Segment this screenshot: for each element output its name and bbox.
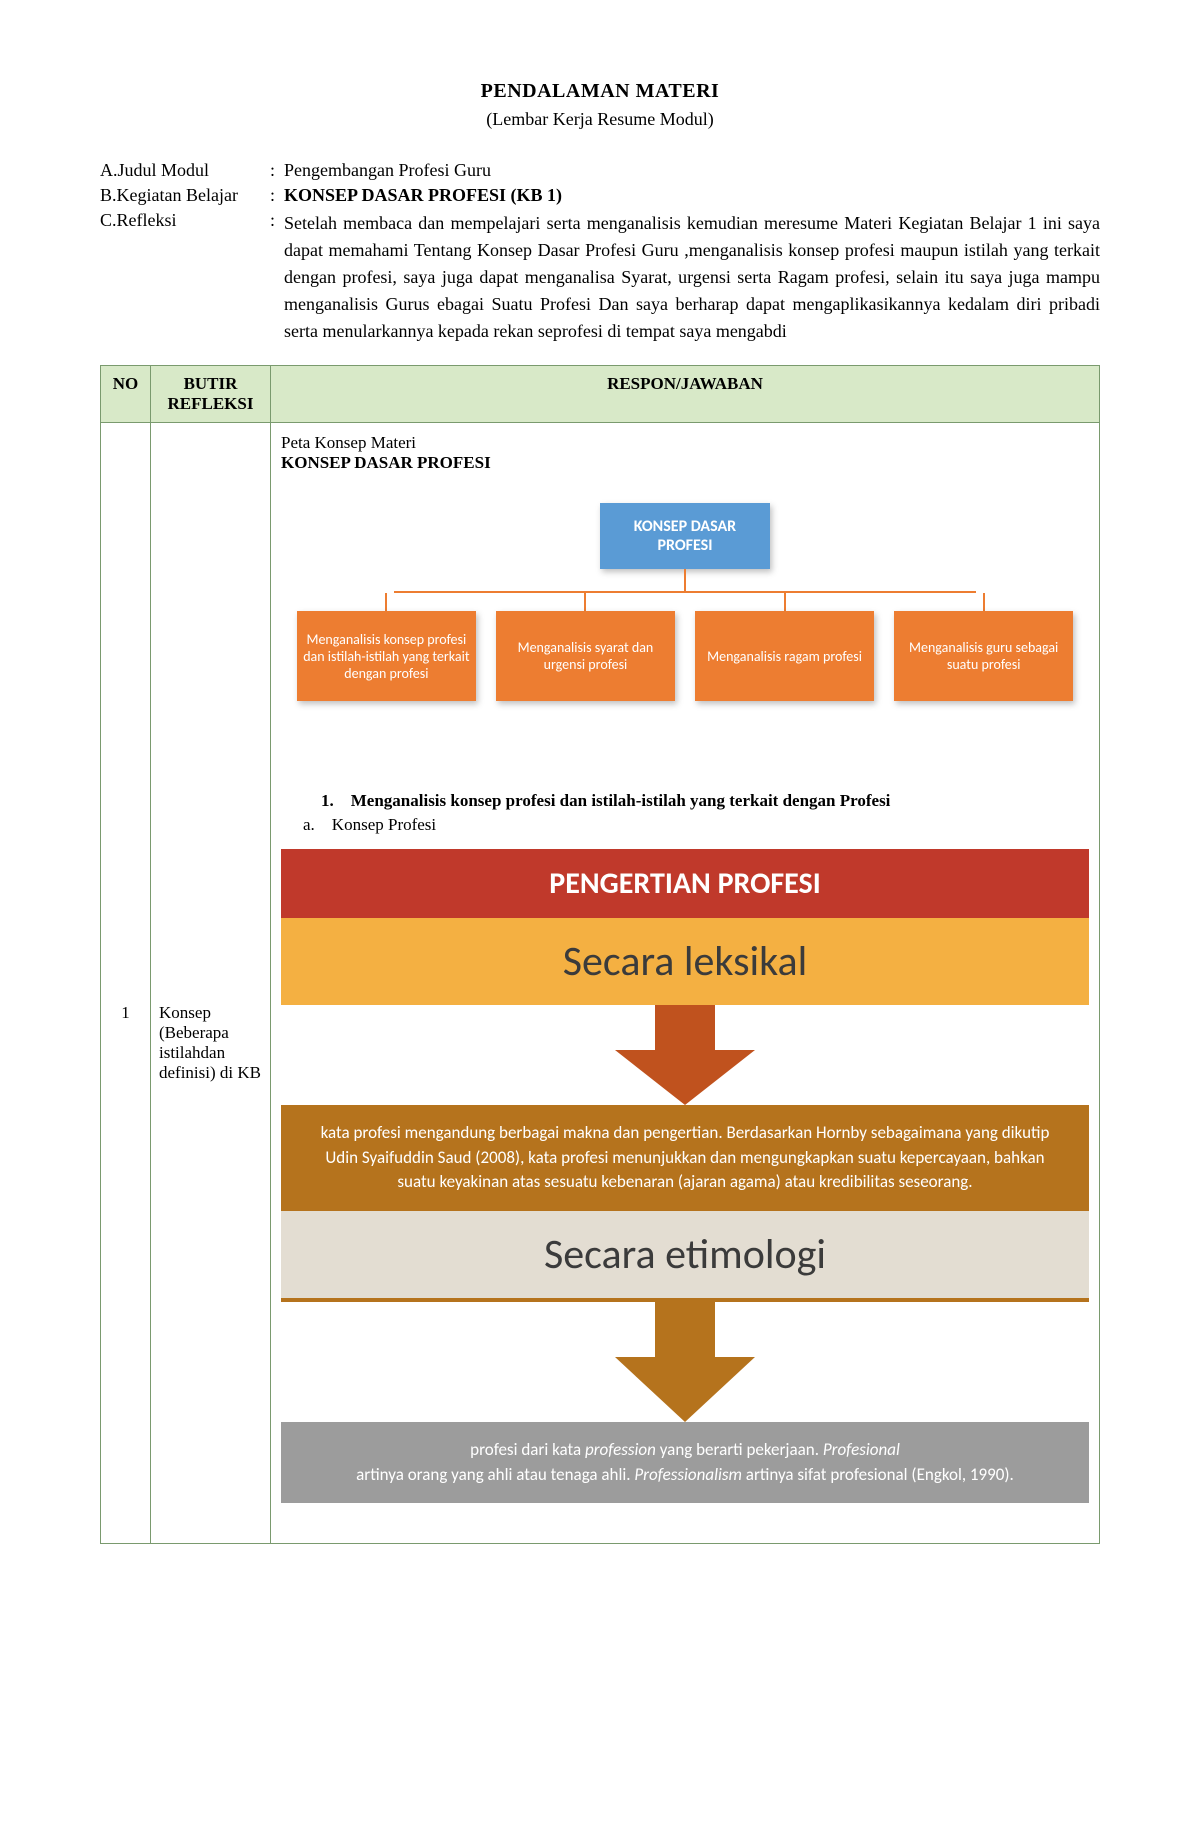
meta-value-a: Pengembangan Profesi Guru (284, 160, 1100, 181)
ig-para-1: kata profesi mengandung berbagai makna d… (281, 1105, 1089, 1211)
th-no: NO (101, 366, 151, 423)
peta-line1: Peta Konsep Materi (281, 433, 1089, 453)
section-sub-title: Konsep Profesi (332, 815, 436, 834)
page-title: PENDALAMAN MATERI (100, 80, 1100, 103)
ig-para2-text: artinya orang yang ahli atau tenaga ahli… (356, 1464, 634, 1485)
meta-value-b: KONSEP DASAR PROFESI (KB 1) (284, 185, 1100, 206)
ig-para2-text: yang berarti pekerjaan. (656, 1439, 823, 1460)
ig-arrow-1 (281, 1005, 1089, 1105)
ig-para2-italic: Profesional (823, 1439, 900, 1460)
section-sub: a. Konsep Profesi (281, 815, 1089, 835)
ig-leksikal: Secara leksikal (281, 918, 1089, 1005)
refleksi-table: NO BUTIR REFLEKSI RESPON/JAWABAN 1 Konse… (100, 365, 1100, 1544)
table-row: 1 Konsep (Beberapa istilahdan definisi) … (101, 423, 1100, 1544)
down-arrow-icon (615, 1302, 755, 1422)
tree-leaf: Menganalisis guru sebagai suatu profesi (894, 611, 1072, 701)
ig-para2-text: artinya sifat profesional (Engkol, 1990)… (742, 1464, 1014, 1485)
meta-block: A.Judul Modul : Pengembangan Profesi Gur… (100, 160, 1100, 345)
tree-connector (983, 593, 985, 611)
ig-para2-italic: Professionalism (634, 1464, 742, 1485)
section-heading: 1. Menganalisis konsep profesi dan istil… (281, 791, 1089, 811)
infographic: PENGERTIAN PROFESI Secara leksikal kata … (281, 849, 1089, 1503)
peta-line2: KONSEP DASAR PROFESI (281, 453, 1089, 473)
meta-label-c: C.Refleksi (100, 210, 270, 345)
tree-leaf: Menganalisis konsep profesi dan istilah-… (297, 611, 475, 701)
section-num: 1. (281, 791, 334, 810)
tree-root: KONSEP DASAR PROFESI (600, 503, 770, 569)
section-title: Menganalisis konsep profesi dan istilah-… (351, 791, 891, 810)
tree-connector (584, 593, 586, 611)
section-sub-letter: a. (303, 815, 315, 834)
down-arrow-icon (615, 1005, 755, 1105)
th-respon: RESPON/JAWABAN (271, 366, 1100, 423)
tree-connector (784, 593, 786, 611)
ig-header: PENGERTIAN PROFESI (281, 849, 1089, 918)
cell-respon: Peta Konsep Materi KONSEP DASAR PROFESI … (271, 423, 1100, 1544)
ig-arrow-2 (281, 1302, 1089, 1422)
cell-no: 1 (101, 423, 151, 1544)
tree-connector (684, 569, 686, 591)
concept-tree: KONSEP DASAR PROFESI Menganalisis konsep… (281, 503, 1089, 701)
meta-value-c: Setelah membaca dan mempelajari serta me… (284, 210, 1100, 345)
meta-label-b: B.Kegiatan Belajar (100, 185, 270, 206)
page-subtitle: (Lembar Kerja Resume Modul) (100, 109, 1100, 130)
tree-leaf: Menganalisis ragam profesi (695, 611, 873, 701)
ig-etimologi: Secara etimologi (281, 1211, 1089, 1302)
ig-para2-italic: profession (585, 1439, 656, 1460)
tree-leaf: Menganalisis syarat dan urgensi profesi (496, 611, 674, 701)
cell-butir: Konsep (Beberapa istilahdan definisi) di… (151, 423, 271, 1544)
ig-para-2: profesi dari kata profession yang berart… (281, 1422, 1089, 1503)
ig-para2-text: profesi dari kata (470, 1439, 585, 1460)
tree-connector (385, 593, 387, 611)
th-butir: BUTIR REFLEKSI (151, 366, 271, 423)
meta-label-a: A.Judul Modul (100, 160, 270, 181)
